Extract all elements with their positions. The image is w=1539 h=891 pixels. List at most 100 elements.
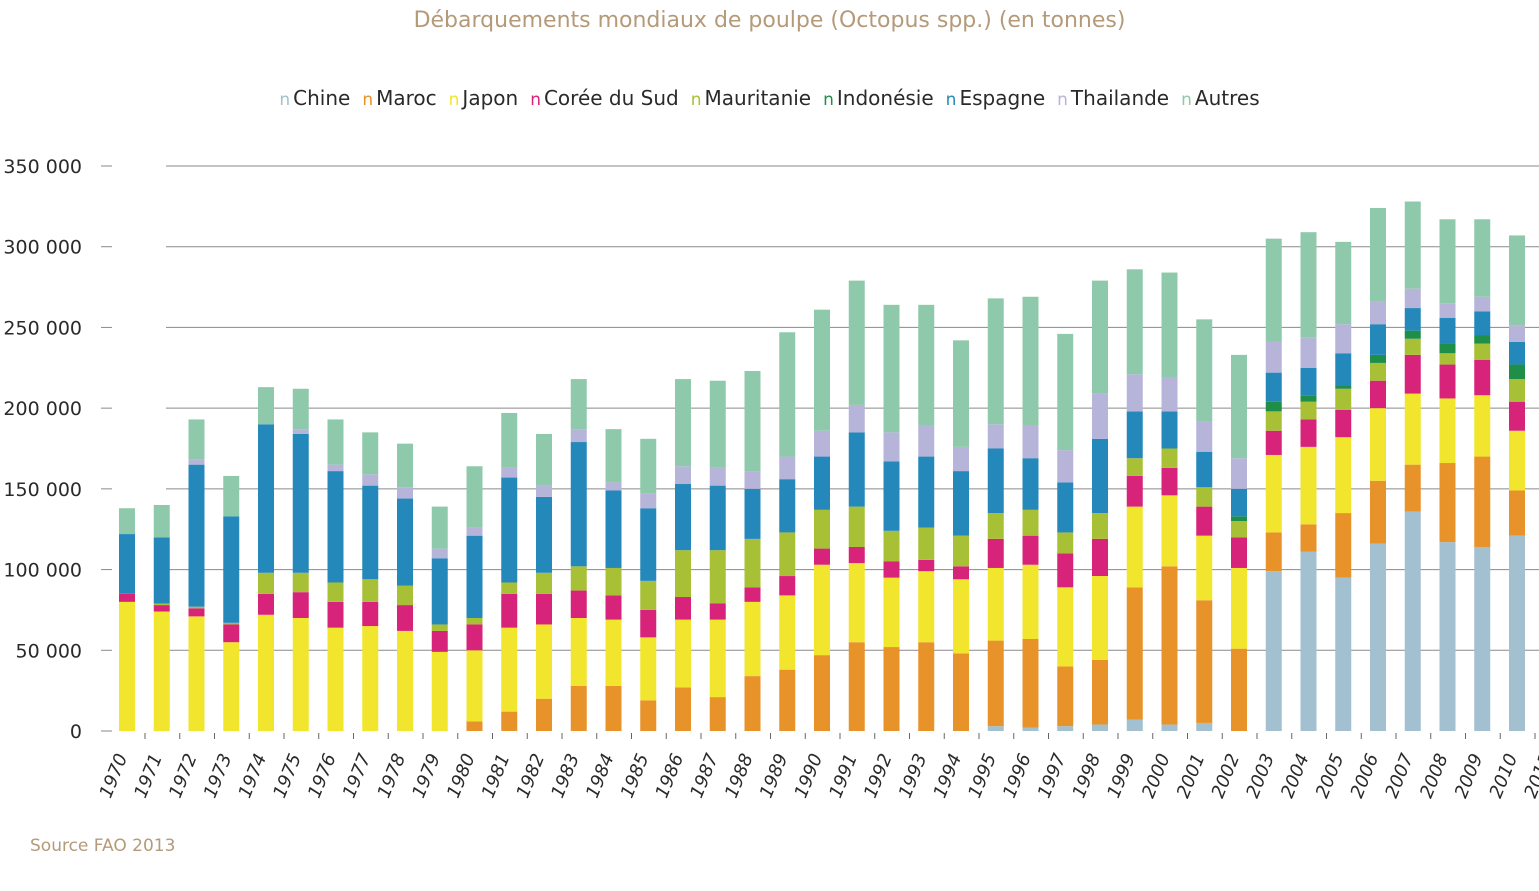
bar-segment bbox=[1335, 385, 1352, 389]
bar-segment bbox=[1265, 454, 1282, 533]
bar-segment bbox=[1300, 232, 1317, 338]
bar-segment bbox=[327, 582, 344, 602]
bar-segment bbox=[744, 471, 761, 489]
legend-item: n Chine bbox=[279, 86, 350, 110]
bar-segment bbox=[918, 456, 935, 528]
bar-segment bbox=[188, 419, 205, 460]
bar-segment bbox=[1370, 480, 1386, 544]
x-tick-label: 1985 bbox=[617, 751, 654, 801]
bar-segment bbox=[1161, 377, 1178, 412]
bar-segment bbox=[397, 487, 413, 499]
x-tick-label: 1998 bbox=[1069, 751, 1106, 801]
legend-item: n Japon bbox=[449, 86, 519, 110]
bar-segment bbox=[327, 471, 344, 583]
bar-segment bbox=[1022, 296, 1039, 426]
legend-marker: n bbox=[448, 90, 460, 110]
bar-segment bbox=[709, 619, 726, 698]
legend-label: Autres bbox=[1194, 86, 1260, 110]
bar-segment bbox=[570, 685, 587, 731]
bar-segment bbox=[1404, 464, 1421, 512]
bar-segment bbox=[1022, 638, 1039, 728]
bar-segment bbox=[466, 721, 483, 731]
bar-segment bbox=[1404, 338, 1421, 355]
x-tick-label: 1988 bbox=[721, 751, 758, 801]
bar-segment bbox=[327, 464, 344, 472]
bar-segment bbox=[640, 700, 657, 731]
bar-segment bbox=[1404, 288, 1421, 309]
bar-segment bbox=[1439, 219, 1456, 304]
bar-segment bbox=[605, 619, 622, 686]
bar-segment bbox=[953, 579, 969, 654]
bar-segment bbox=[1126, 458, 1143, 476]
bar-segment bbox=[536, 698, 552, 731]
bar-segment bbox=[258, 614, 274, 731]
bar-segment bbox=[848, 642, 865, 731]
bar-segment bbox=[1126, 269, 1143, 375]
bar-segment bbox=[779, 595, 796, 670]
legend-item: n Autres bbox=[1181, 86, 1260, 110]
bar-segment bbox=[153, 505, 170, 538]
bar-segment bbox=[1057, 726, 1074, 731]
bar-segment bbox=[1370, 301, 1386, 325]
bar-segment bbox=[1404, 393, 1421, 465]
bar-segment bbox=[744, 587, 761, 602]
bar-segment bbox=[1335, 437, 1352, 514]
bar-segment bbox=[1335, 409, 1352, 438]
bar-segment bbox=[397, 443, 413, 488]
bar-segment bbox=[814, 655, 830, 731]
bar-segment bbox=[987, 538, 1004, 568]
x-tick-label: 1996 bbox=[999, 751, 1036, 801]
bar-segment bbox=[362, 485, 379, 580]
bar-segment bbox=[1300, 395, 1317, 402]
bar-segment bbox=[744, 488, 761, 539]
bar-segment bbox=[223, 516, 240, 623]
bar-segment bbox=[1231, 354, 1247, 459]
bar-segment bbox=[1300, 337, 1317, 368]
bar-segment bbox=[744, 371, 761, 472]
bar-segment bbox=[1022, 535, 1039, 565]
bar-segment bbox=[1161, 566, 1178, 725]
bar-segment bbox=[1404, 354, 1421, 394]
bar-segment bbox=[779, 332, 796, 457]
bar-segment bbox=[1092, 538, 1108, 577]
bar-segment bbox=[779, 669, 796, 731]
y-tick-label: 50 000 bbox=[16, 640, 82, 662]
bar-segment bbox=[709, 550, 726, 604]
bar-segment bbox=[1439, 398, 1456, 464]
bar-segment bbox=[466, 650, 483, 722]
bar-segment bbox=[1474, 311, 1491, 336]
legend-marker: n bbox=[945, 90, 957, 110]
legend: n Chine n Maroc n Japon n Corée du Sud n Mauritan… bbox=[0, 86, 1539, 110]
chart-title: Débarquements mondiaux de poulpe (Octopu… bbox=[413, 8, 1126, 33]
bar-segment bbox=[1300, 446, 1317, 525]
bar-segment bbox=[119, 508, 135, 535]
bar-segment bbox=[292, 388, 309, 430]
legend-item: n Thailande bbox=[1057, 86, 1169, 110]
bar-segment bbox=[848, 404, 865, 433]
bar-segment bbox=[1161, 495, 1178, 567]
bar-segment bbox=[1057, 587, 1074, 667]
bar-segment bbox=[1022, 564, 1039, 639]
bar-segment bbox=[1439, 303, 1456, 318]
bar-segment bbox=[1057, 482, 1074, 533]
x-tick-label: 2000 bbox=[1138, 751, 1175, 801]
bar-segment bbox=[431, 624, 448, 631]
bar-segment bbox=[536, 593, 552, 625]
bar-segment bbox=[605, 482, 622, 491]
x-tick-label: 1986 bbox=[652, 751, 689, 801]
bar-segment bbox=[1265, 238, 1282, 342]
y-tick-label: 100 000 bbox=[3, 560, 82, 582]
x-tick-label: 2010 bbox=[1486, 751, 1523, 801]
x-tick-label: 1974 bbox=[235, 751, 272, 801]
bar-segment bbox=[1335, 577, 1352, 731]
bar-segment bbox=[987, 448, 1004, 514]
bar-segment bbox=[466, 618, 483, 625]
bar-segment bbox=[605, 567, 622, 596]
legend-marker: n bbox=[279, 90, 291, 110]
bar-segment bbox=[1231, 516, 1247, 522]
bar-segment bbox=[1022, 509, 1039, 536]
legend-label: Thailande bbox=[1070, 86, 1170, 110]
bar-segment bbox=[501, 467, 518, 478]
bar-segment bbox=[258, 593, 274, 615]
